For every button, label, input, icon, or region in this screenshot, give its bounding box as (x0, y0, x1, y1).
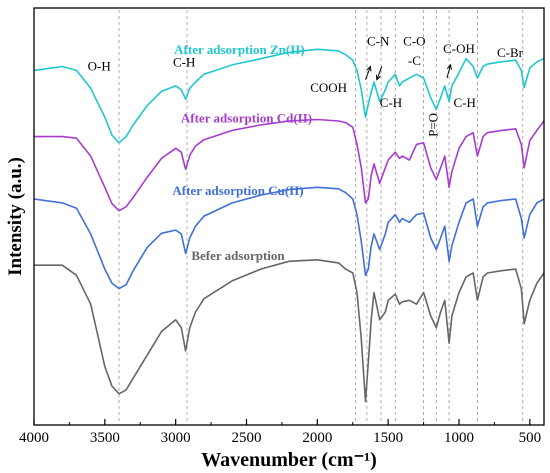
peak-label: P=O (426, 113, 441, 137)
peak-label: C-Br (497, 45, 524, 60)
peak-label: C-OH (443, 41, 475, 56)
series-line-1 (34, 118, 545, 212)
x-axis-title: Wavenumber (cm⁻¹) (201, 449, 377, 471)
annotation-arrowhead (375, 74, 381, 81)
peak-label: O-H (88, 58, 111, 73)
x-tick-label: 1500 (373, 430, 403, 446)
x-tick-label: 500 (519, 430, 542, 446)
peak-annotations: O-H C-H COOH C-N C-H C-O -C P=O C-OH C-H C-Br (88, 33, 524, 136)
series-line-2 (33, 186, 545, 290)
plot-frame (33, 7, 545, 426)
y-axis-title: Intensity (a.u.) (5, 157, 26, 276)
peak-label: C-O (403, 33, 425, 48)
series-lines (33, 48, 545, 403)
series-label-2: After adsorption Cu(II) (172, 183, 303, 198)
peak-label: C-N (367, 33, 390, 48)
series-label-1: After adsorption Cd(II) (181, 111, 312, 126)
annotation-arrow (365, 66, 371, 80)
series-line-3 (34, 259, 545, 403)
reference-lines (118, 10, 524, 424)
x-axis-ticks: 4000 3500 3000 2500 2000 1500 1000 500 (19, 419, 541, 446)
x-tick-label: 3000 (161, 430, 191, 446)
series-label-3: Befer adsorption (191, 248, 285, 263)
annotation-arrows (365, 63, 452, 81)
annotation-arrow (446, 64, 451, 79)
series-label-0: After adsorption Zn(II) (174, 42, 305, 57)
annotation-arrow (376, 66, 383, 80)
x-tick-label: 2500 (232, 430, 262, 446)
x-tick-label: 2000 (302, 430, 332, 446)
annotation-arrowhead (446, 63, 452, 70)
x-tick-label: 1000 (444, 430, 474, 446)
series-labels: After adsorption Zn(II) After adsorption … (172, 42, 312, 263)
annotation-arrowhead (366, 65, 372, 72)
series-line-0 (33, 48, 545, 144)
peak-label: -C (408, 53, 421, 68)
peak-label: COOH (310, 80, 347, 95)
x-tick-label: 4000 (19, 430, 49, 446)
peak-label: C-H (380, 95, 402, 110)
x-tick-label: 3500 (90, 430, 120, 446)
peak-label: C-H (453, 95, 475, 110)
peak-label: C-H (173, 54, 195, 69)
